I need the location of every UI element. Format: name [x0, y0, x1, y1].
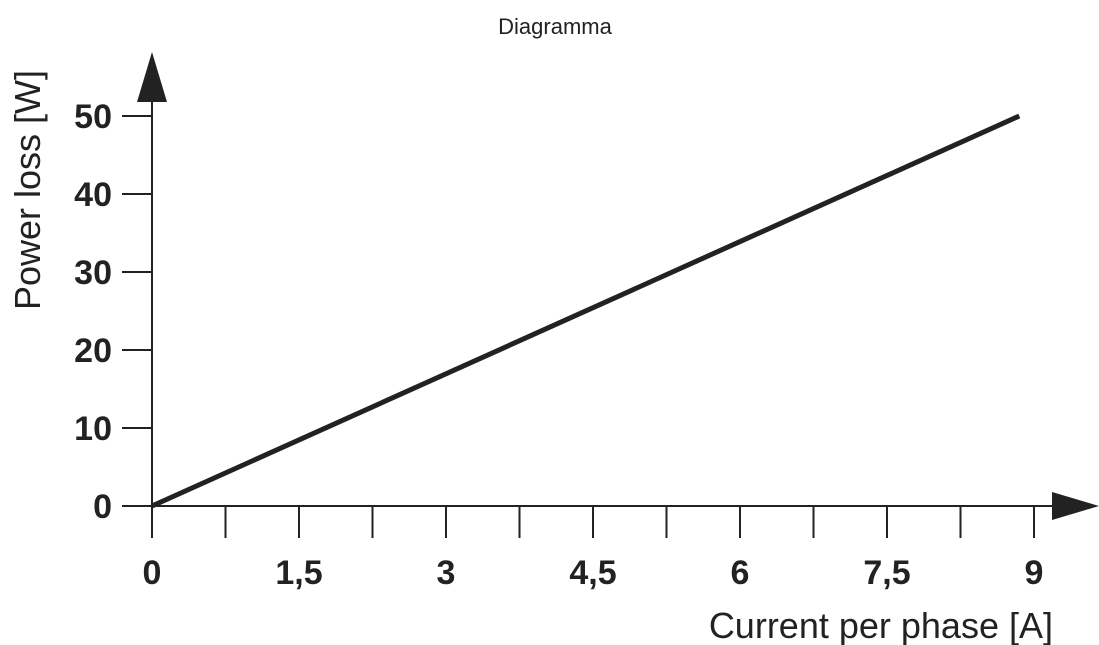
x-tick-label: 9	[1025, 554, 1044, 592]
y-axis-title: Power loss [W]	[7, 70, 48, 310]
y-ticks	[122, 115, 152, 429]
x-tick-label: 0	[143, 554, 162, 592]
y-axis-arrow	[137, 52, 167, 102]
series	[150, 113, 1021, 509]
y-tick-label: 20	[74, 332, 112, 370]
x-axis-title: Current per phase [A]	[709, 605, 1053, 645]
axes	[122, 52, 1099, 520]
x-tick-label: 1,5	[275, 554, 322, 592]
y-tick-label: 10	[74, 410, 112, 448]
x-tick-label: 6	[731, 554, 750, 592]
y-tick-label: 30	[74, 254, 112, 292]
x-minor-ticks	[151, 506, 1035, 538]
x-axis-arrow	[1052, 492, 1099, 520]
series-line	[150, 113, 1021, 509]
y-tick-label: 0	[93, 488, 112, 526]
chart-title: Diagramma	[498, 14, 612, 39]
y-tick-labels: 0 10 20 30 40 50	[74, 98, 112, 526]
y-tick-label: 50	[74, 98, 112, 136]
x-tick-labels: 0 1,5 3 4,5 6 7,5 9	[143, 554, 1044, 592]
y-tick-label: 40	[74, 176, 112, 214]
x-tick-label: 4,5	[569, 554, 616, 592]
x-tick-label: 7,5	[863, 554, 910, 592]
x-tick-label: 3	[437, 554, 456, 592]
